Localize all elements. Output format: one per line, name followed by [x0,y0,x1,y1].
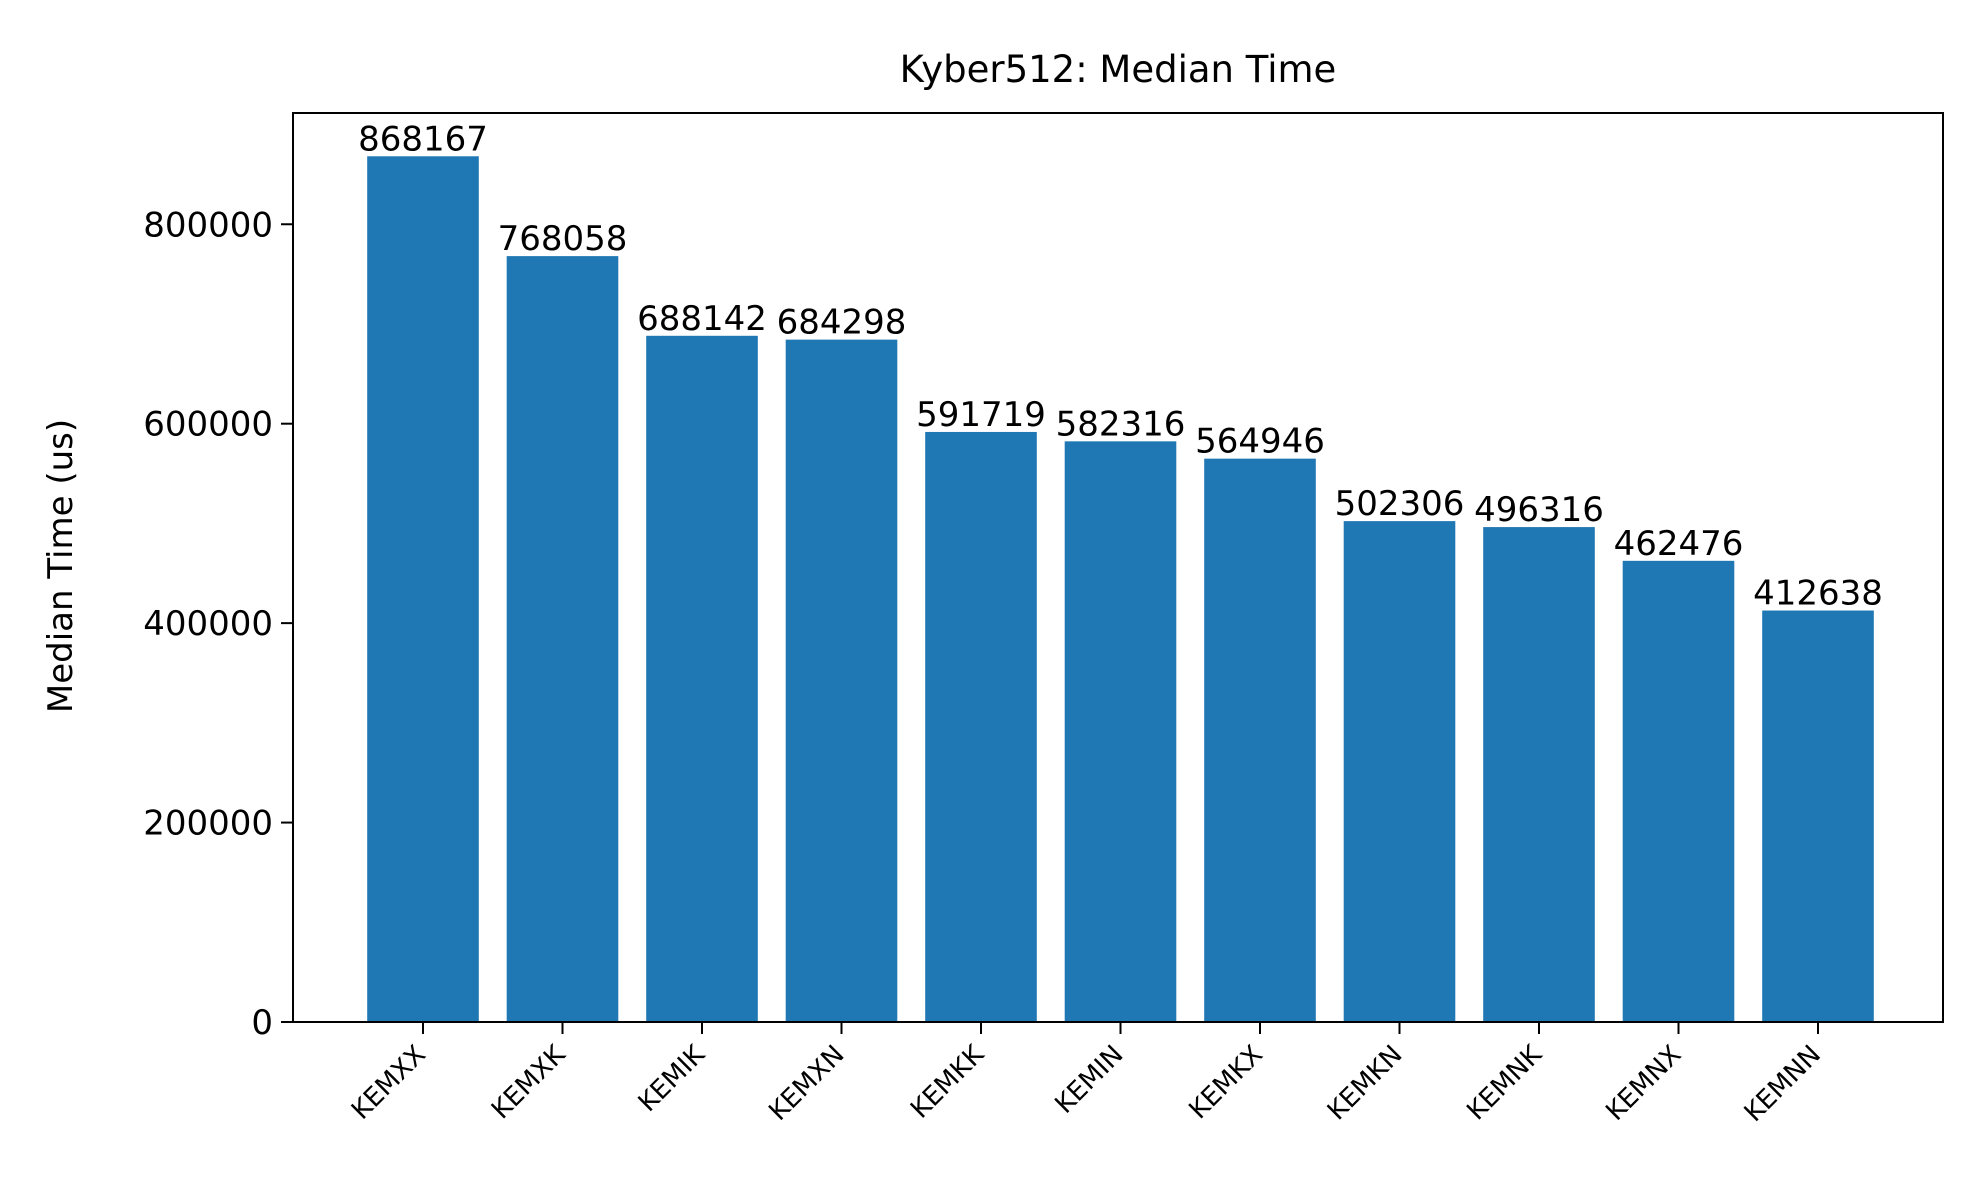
bar-kemik [646,335,758,1022]
y-axis-label: Median Time (us) [41,419,81,713]
data-label-kemxx: 868167 [358,119,488,159]
x-tick-label-kemxn: KEMXN [763,1040,850,1127]
x-tick-label-kemxx: KEMXX [346,1040,432,1126]
x-tick-label-kemnn: KEMNN [1739,1040,1827,1128]
bar-kemkk [925,431,1037,1022]
x-axis-ticks: KEMXX KEMXK KEMIK KEMXN KEMKK KEMIN KEMKX KEMKN… [346,1022,1827,1128]
bars-group [367,156,1874,1023]
x-tick-label-kemnk: KEMNK [1461,1039,1548,1126]
plot-area-frame [292,112,1944,1023]
bar-kemnn [1762,610,1874,1022]
x-tick-label-kemkn: KEMKN [1322,1040,1409,1127]
y-tick-label: 400000 [143,604,273,644]
bar-kemkn [1343,521,1456,1022]
bar-kemnx [1622,560,1735,1022]
data-label-kemnk: 496316 [1474,490,1604,530]
data-label-kemin: 582316 [1056,404,1186,444]
x-tick-label-kemkk: KEMKK [905,1039,991,1125]
data-label-kemkx: 564946 [1195,422,1325,462]
data-label-kemxn: 684298 [777,303,907,343]
chart-title: Kyber512: Median Time [900,48,1337,91]
data-label-kemik: 688142 [637,299,767,339]
y-tick-label: 800000 [143,205,273,245]
x-tick-label-kemik: KEMIK [633,1039,712,1118]
data-label-kemkk: 591719 [916,395,1046,435]
y-axis-ticks: 0 200000 400000 600000 800000 [143,205,293,1043]
x-tick-label-kemin: KEMIN [1050,1040,1130,1120]
bar-kemxk [506,256,619,1023]
data-label-kemnx: 462476 [1614,524,1744,564]
bar-kemxn [785,339,898,1022]
bar-kemkx [1204,458,1316,1022]
data-label-kemkn: 502306 [1335,484,1465,524]
x-tick-label-kemkx: KEMKX [1184,1040,1269,1125]
y-tick-label: 600000 [143,405,273,445]
x-tick-label-kemnx: KEMNX [1600,1040,1687,1127]
y-tick-label: 200000 [143,804,273,844]
data-label-kemxk: 768058 [498,219,628,259]
bar-kemnk [1483,527,1595,1022]
bar-kemxx [367,156,479,1022]
bar-kemin [1064,441,1177,1022]
x-tick-label-kemxk: KEMXK [486,1039,572,1125]
y-tick-label: 0 [251,1003,273,1043]
data-label-kemnn: 412638 [1753,574,1883,614]
